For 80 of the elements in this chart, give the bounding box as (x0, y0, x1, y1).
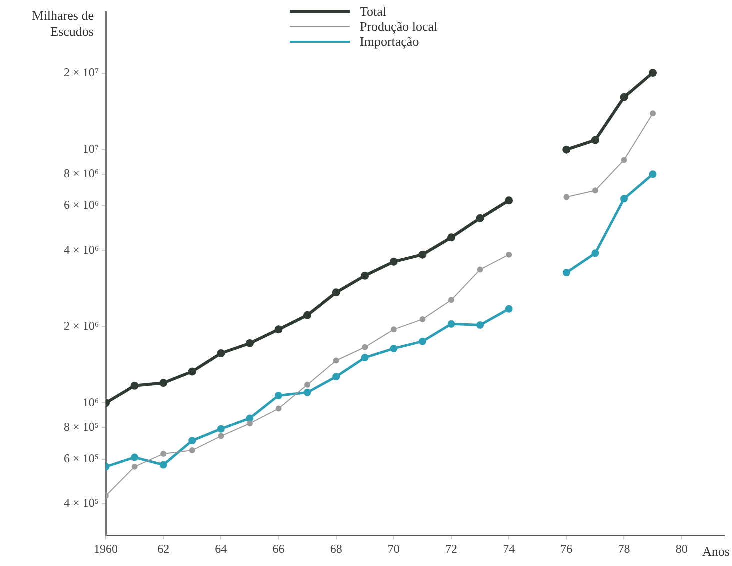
point (130, 382, 139, 390)
point (562, 146, 571, 154)
y-tick-label: 2 × 10⁶ (64, 319, 99, 334)
point (418, 250, 427, 259)
point (476, 322, 484, 329)
x-tick-label: 76 (560, 542, 573, 556)
x-tick-label: 66 (272, 542, 285, 556)
y-tick-label: 4 × 10⁶ (64, 242, 99, 257)
point (476, 214, 484, 222)
point (217, 425, 225, 433)
point (246, 414, 254, 422)
y-tick-label: 2 × 10⁷ (64, 66, 99, 80)
x-tick-label: 72 (445, 542, 458, 556)
point (390, 344, 398, 352)
point (621, 157, 628, 164)
y-tick-label: 10⁶ (82, 395, 99, 410)
point (390, 258, 398, 266)
point (592, 250, 600, 258)
x-axis-title: Anos (702, 544, 730, 560)
point (477, 266, 484, 273)
point (562, 269, 570, 277)
y-axis-title: Milhares de Escudos (31, 8, 94, 40)
point (447, 234, 456, 242)
point (276, 406, 282, 412)
point (361, 272, 370, 280)
point (160, 379, 168, 388)
point (564, 194, 570, 200)
point (390, 326, 397, 333)
point (591, 136, 600, 144)
point (304, 311, 312, 320)
x-tick-label: 74 (503, 542, 516, 556)
point (189, 448, 196, 454)
point (592, 188, 598, 194)
point (333, 358, 340, 364)
point (332, 373, 340, 381)
point (160, 450, 167, 457)
point (274, 392, 282, 400)
x-tick-label: 80 (676, 542, 688, 556)
point (188, 368, 196, 376)
point (506, 252, 512, 258)
y-tick-label: 8 × 10⁶ (64, 166, 99, 181)
point (132, 464, 138, 470)
y-tick-label: 10⁷ (82, 142, 99, 156)
x-tick-label: 70 (388, 542, 400, 556)
point (218, 433, 224, 440)
x-tick-label: 78 (618, 542, 630, 556)
point (505, 305, 513, 313)
x-tick-label: 1960 (94, 542, 118, 556)
point (649, 170, 657, 178)
y-tick-label: 8 × 10⁵ (64, 420, 99, 434)
point (304, 388, 312, 396)
x-tick-label: 64 (215, 542, 228, 556)
point (505, 196, 514, 205)
point (448, 320, 456, 328)
point (420, 316, 426, 322)
point (620, 93, 628, 102)
point (620, 195, 628, 203)
point (131, 454, 139, 462)
point (332, 288, 340, 297)
y-tick-label: 6 × 10⁶ (64, 198, 99, 212)
y-tick-label: 6 × 10⁵ (64, 452, 99, 466)
point (448, 297, 454, 304)
point (160, 461, 168, 469)
point (418, 338, 426, 346)
point (217, 350, 226, 358)
point (246, 339, 254, 348)
point (361, 354, 369, 362)
point (246, 420, 253, 427)
legend-label: Total (360, 4, 387, 20)
legend-label: Importação (360, 34, 420, 50)
point (649, 69, 658, 78)
point (304, 382, 311, 388)
x-tick-label: 68 (330, 542, 342, 556)
point (274, 326, 283, 334)
x-tick-label: 62 (158, 542, 170, 556)
point (188, 437, 196, 445)
point (362, 344, 368, 350)
legend-label: Produção local (360, 18, 438, 34)
point (650, 110, 656, 117)
y-tick-label: 4 × 10⁵ (64, 496, 99, 510)
